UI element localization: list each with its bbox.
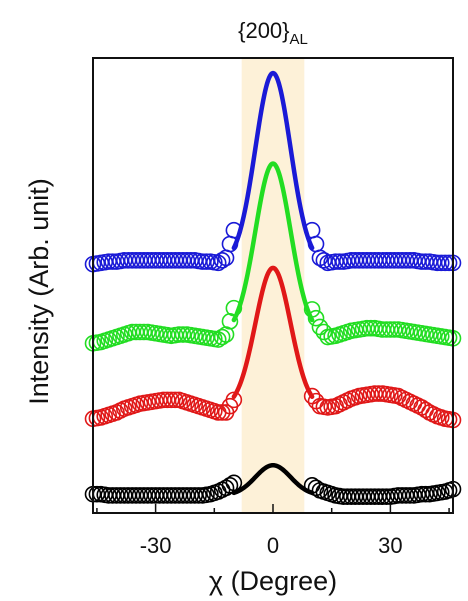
- x-tick-label: 0: [267, 533, 279, 558]
- chart-title-subscript: AL: [290, 31, 308, 48]
- data-point: [166, 391, 184, 409]
- x-tick-label: -30: [140, 533, 172, 558]
- series-1: [84, 161, 462, 352]
- data-point: [213, 252, 231, 269]
- data-point: [190, 487, 207, 504]
- data-point: [417, 485, 434, 503]
- x-axis: -30 0 30: [96, 504, 450, 558]
- chart-title-main: {200}: [238, 18, 289, 43]
- data-point: [225, 391, 243, 409]
- data-point: [440, 254, 458, 272]
- highlight-band: [241, 58, 305, 513]
- series-3: [84, 462, 462, 505]
- x-axis-label: χ (Degree): [209, 566, 337, 596]
- series-2: [84, 265, 462, 429]
- y-axis-label: Intensity (Arb. unit): [24, 178, 54, 405]
- data-point: [162, 391, 180, 409]
- x-tick-label: 30: [378, 533, 402, 558]
- chart-title: {200}AL: [238, 18, 308, 48]
- data-point: [135, 323, 153, 341]
- fit-line: [231, 265, 315, 400]
- data-point: [307, 309, 325, 327]
- data-point: [432, 254, 450, 272]
- data-point: [315, 323, 333, 341]
- data-point: [221, 477, 239, 494]
- data-point: [370, 385, 387, 402]
- series-layer: [84, 70, 462, 505]
- data-point: [386, 321, 403, 338]
- fit-line: [231, 462, 315, 496]
- fit-line: [231, 70, 315, 251]
- data-point: [225, 474, 243, 492]
- data-point: [213, 328, 231, 346]
- series-0: [84, 70, 462, 273]
- data-point: [307, 479, 325, 497]
- fit-line: [231, 161, 315, 323]
- data-point: [174, 326, 192, 343]
